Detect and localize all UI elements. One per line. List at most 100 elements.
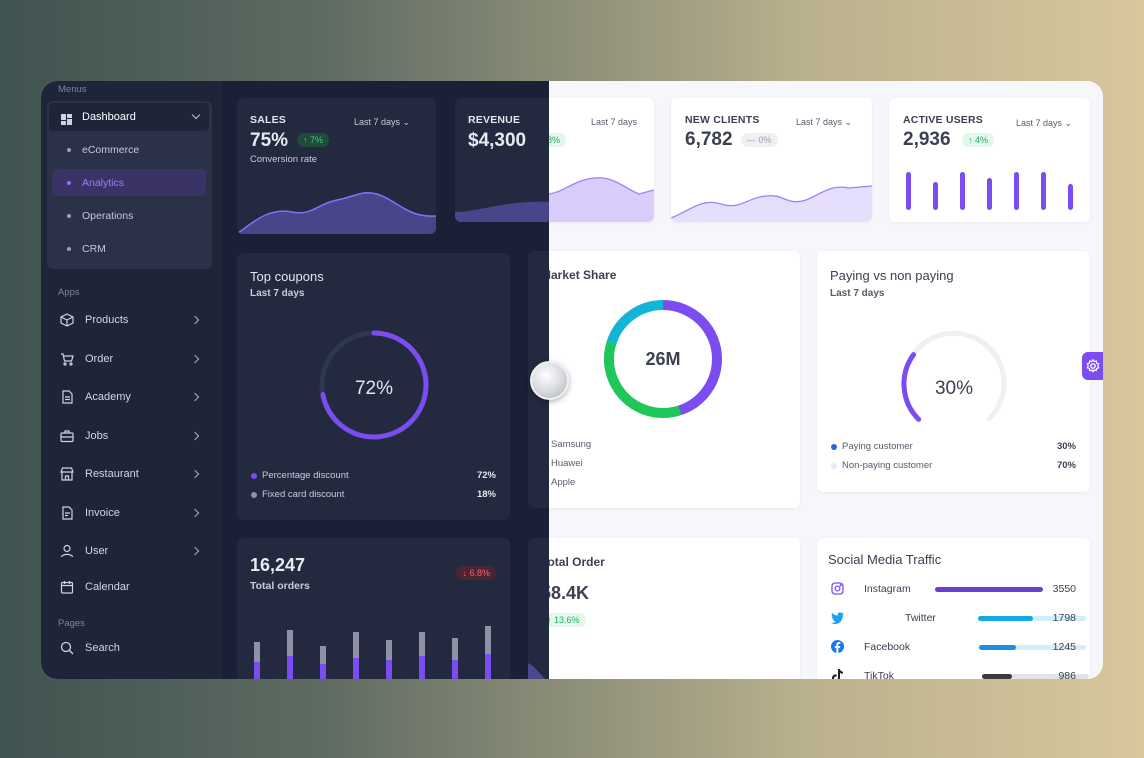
sidebar-item-label: Search [85, 642, 120, 654]
period-dropdown[interactable]: Last 7 days ⌄ [1016, 118, 1072, 129]
trend-badge: 8% [549, 133, 567, 147]
sidebar-item-invoice[interactable]: Invoice [60, 502, 204, 524]
card-title: Top coupons [250, 269, 324, 284]
revenue-card: REVENUE $4,300 [455, 98, 549, 222]
period-label: Last 7 days [1016, 118, 1063, 128]
sidebar-item-academy[interactable]: Academy [60, 386, 204, 408]
sidebar-subitem-crm[interactable]: CRM [52, 235, 206, 262]
settings-button[interactable] [1082, 352, 1103, 380]
legend-label: Fixed card discount [262, 489, 345, 500]
trend-badge: — 0% [741, 133, 778, 147]
grid-icon [61, 112, 72, 125]
social-label: Instagram [864, 583, 911, 595]
revenue-area-chart [455, 201, 549, 222]
sidebar-subitem-ecommerce[interactable]: eCommerce [52, 136, 206, 163]
social-traffic-card: Social Media Traffic Instagram 3550 Twit… [817, 538, 1090, 679]
instagram-icon [831, 582, 844, 600]
card-title: Social Media Traffic [828, 552, 942, 567]
sales-area-chart [237, 191, 436, 234]
sidebar-item-calendar[interactable]: Calendar [60, 576, 204, 598]
chevron-right-icon [190, 546, 200, 556]
social-value: 1245 [1052, 641, 1076, 653]
chevron-down-icon: ⌄ [1064, 118, 1073, 128]
chevron-right-icon [190, 431, 200, 441]
chevron-down-icon [191, 110, 201, 120]
legend-label: Samsung [551, 439, 592, 450]
box-icon [60, 313, 74, 327]
coupons-progress-arc [319, 330, 429, 440]
social-label: Twitter [905, 612, 936, 624]
sidebar-item-order[interactable]: Order [60, 348, 204, 370]
sidebar-item-user[interactable]: User [60, 540, 204, 562]
chevron-down-icon: ⌄ [844, 117, 853, 127]
chevron-right-icon [190, 315, 200, 325]
sidebar-item-restaurant[interactable]: Restaurant [60, 463, 204, 485]
card-subtitle: Last 7 days [830, 288, 885, 299]
card-title: Paying vs non paying [830, 268, 954, 283]
user-icon [60, 544, 74, 558]
social-value: 986 [1058, 670, 1076, 679]
chevron-right-icon [190, 392, 200, 402]
app-window: Menus Dashboard eCommerce Analytics Oper… [41, 81, 1103, 679]
sidebar-item-dashboard[interactable]: Dashboard [49, 103, 209, 131]
social-value: 1798 [1052, 612, 1076, 624]
ring-center-value: 30% [934, 378, 974, 399]
period-label: Last 7 days [354, 117, 401, 127]
paying-card: Paying vs non paying Last 7 days 30% Pay… [817, 251, 1090, 492]
active-users-bar-chart [906, 172, 1073, 210]
cart-icon [60, 352, 74, 366]
legend-label: Paying customer [842, 441, 913, 452]
legend-label: Huawei [551, 458, 583, 469]
apps-section-label: Apps [58, 287, 80, 298]
facebook-icon [831, 640, 844, 658]
period-dropdown[interactable]: Last 7 days ⌄ [354, 117, 410, 128]
card-subtitle: Total orders [250, 580, 310, 592]
card-title: NEW CLIENTS [685, 114, 760, 126]
card-title: REVENUE [468, 114, 521, 126]
pages-section-label: Pages [58, 618, 85, 629]
period-label: Last 7 days [796, 117, 843, 127]
sidebar-subitem-operations[interactable]: Operations [52, 202, 206, 229]
briefcase-icon [60, 429, 74, 443]
invoice-icon [60, 506, 74, 520]
active-users-card: ACTIVE USERS Last 7 days ⌄ 2,936 ↑ 4% [889, 98, 1090, 222]
orders-bar-chart [254, 626, 491, 679]
sidebar-item-products[interactable]: Products [60, 309, 204, 331]
legend-dot-icon [251, 492, 257, 498]
paying-progress-ring [901, 330, 1007, 422]
market-share-donut [604, 300, 722, 418]
social-bar-track [982, 674, 1089, 679]
card-subtitle: Last 7 days [250, 288, 305, 299]
trend-badge: ↓ 6.8% [456, 566, 496, 580]
period-dropdown[interactable]: Last 7 days ⌄ [796, 117, 852, 128]
total-order-card-dark [528, 538, 549, 679]
store-icon [60, 467, 74, 481]
twitter-icon [831, 611, 844, 629]
card-title: ACTIVE USERS [903, 114, 983, 126]
legend-value: 70% [1056, 460, 1076, 471]
legend-dot-icon [251, 473, 257, 479]
sidebar-item-label: Calendar [85, 581, 130, 593]
chevron-right-icon [190, 469, 200, 479]
donut-center-value: 26M [645, 349, 681, 369]
document-icon [60, 390, 74, 404]
total-order-card: Total Order 58.4K ↑ 13.6% [549, 538, 800, 679]
card-value: 6,782 [685, 129, 733, 150]
card-subtitle: Conversion rate [250, 154, 318, 165]
sidebar-item-label: Invoice [85, 507, 120, 519]
social-label: TikTok [864, 670, 894, 679]
top-coupons-card: Top coupons Last 7 days 72% Percentage d… [237, 253, 510, 520]
compare-slider-handle[interactable] [530, 361, 569, 400]
donut-segment-huawei [604, 300, 722, 418]
sidebar-item-jobs[interactable]: Jobs [60, 425, 204, 447]
sidebar-subitem-analytics[interactable]: Analytics [52, 169, 206, 196]
legend-dot-icon [831, 463, 837, 469]
period-dropdown[interactable]: Last 7 days [591, 117, 638, 127]
sidebar-item-search[interactable]: Search [60, 637, 204, 659]
social-bar-fill [935, 587, 1043, 592]
legend-value: 72% [476, 470, 496, 481]
menus-section-label: Menus [58, 84, 87, 95]
tiktok-icon [832, 669, 843, 679]
card-value: 58.4K [549, 583, 590, 603]
new-clients-card: NEW CLIENTS Last 7 days ⌄ 6,782 — 0% [671, 98, 872, 222]
